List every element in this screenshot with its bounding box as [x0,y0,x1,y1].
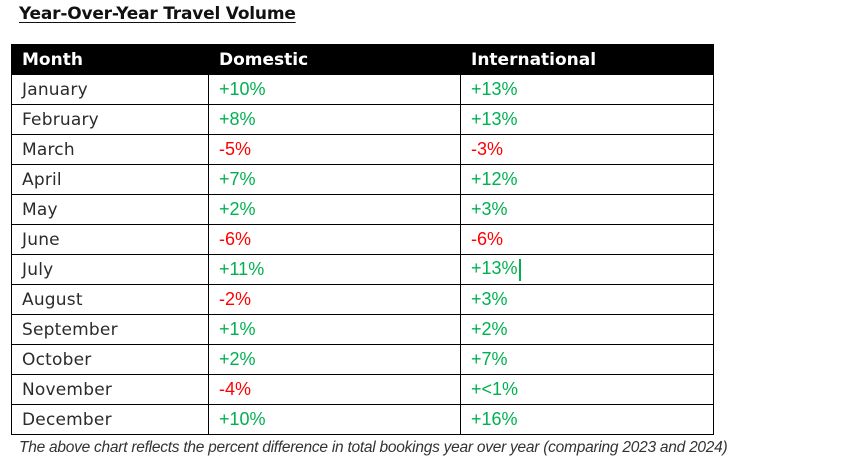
domestic-cell[interactable]: +11% [208,254,461,285]
international-cell[interactable]: +7% [460,344,714,375]
domestic-cell-text: -6% [219,229,252,249]
domestic-cell[interactable]: +8% [208,104,461,135]
domestic-cell-text: +7% [219,169,256,189]
international-cell-text: +3% [471,199,508,219]
table-row: March -5% -3% [11,134,714,165]
domestic-cell-text: +11% [219,259,265,279]
document-title: Year-Over-Year Travel Volume [19,4,296,24]
international-cell[interactable]: +16% [460,404,714,435]
international-cell-text: -3% [471,139,504,159]
table-row: August -2% +3% [11,284,714,315]
domestic-cell-text: +1% [219,319,256,339]
table-row: June -6% -6% [11,224,714,255]
domestic-cell[interactable]: -4% [208,374,461,405]
domestic-cell[interactable]: +10% [208,74,461,105]
table-row: September +1% +2% [11,314,714,345]
domestic-cell-text: -5% [219,139,252,159]
domestic-cell-text: -2% [219,289,252,309]
month-cell-text: May [22,199,58,220]
month-cell-text: July [22,259,54,280]
table-row: January +10% +13% [11,74,714,105]
international-cell-text: +16% [471,409,518,429]
month-cell-text: April [22,169,62,190]
international-cell-text: +12% [471,169,518,189]
table-row: April +7% +12% [11,164,714,195]
month-cell[interactable]: February [11,104,209,135]
month-cell[interactable]: July [11,254,209,285]
international-cell[interactable]: +13% [460,74,714,105]
table-row: November -4% +<1% [11,374,714,405]
table-row: October +2% +7% [11,344,714,375]
month-cell[interactable]: April [11,164,209,195]
month-cell[interactable]: December [11,404,209,435]
month-cell-text: September [22,319,118,340]
international-cell[interactable]: +<1% [460,374,714,405]
month-cell-text: November [22,379,113,400]
month-cell[interactable]: October [11,344,209,375]
international-cell[interactable]: +13% [460,254,714,285]
month-cell[interactable]: September [11,314,209,345]
domestic-cell[interactable]: -6% [208,224,461,255]
international-cell[interactable]: +2% [460,314,714,345]
domestic-cell[interactable]: +7% [208,164,461,195]
international-cell-text: +<1% [471,379,519,399]
month-cell[interactable]: August [11,284,209,315]
month-cell-text: October [22,349,92,370]
international-cell-text: +13% [471,258,518,279]
month-cell[interactable]: March [11,134,209,165]
month-cell-text: December [22,409,112,430]
domestic-cell-text: +2% [219,199,256,219]
international-cell-text: +3% [471,289,508,309]
international-cell[interactable]: +12% [460,164,714,195]
table-caption: The above chart reflects the percent dif… [19,439,728,456]
table-row: February +8% +13% [11,104,714,135]
table-row: December +10% +16% [11,404,714,435]
text-cursor [518,258,521,281]
domestic-cell[interactable]: +10% [208,404,461,435]
month-cell-text: February [22,109,99,130]
domestic-cell-text: +10% [219,409,266,429]
header-domestic[interactable]: Domestic [208,44,461,75]
domestic-cell-text: -4% [219,379,252,399]
international-cell[interactable]: +13% [460,104,714,135]
domestic-cell[interactable]: +2% [208,344,461,375]
month-cell-text: March [22,139,75,160]
international-cell-text: +13% [471,109,518,129]
international-cell-text: -6% [471,229,504,249]
domestic-cell[interactable]: -5% [208,134,461,165]
domestic-cell-text: +10% [219,79,266,99]
month-cell-text: June [22,229,60,250]
table-row: May +2% +3% [11,194,714,225]
travel-volume-table: Month Domestic International January +10%… [11,44,714,435]
month-cell[interactable]: January [11,74,209,105]
domestic-cell[interactable]: +2% [208,194,461,225]
domestic-cell[interactable]: +1% [208,314,461,345]
international-cell-text: +13% [471,79,518,99]
month-cell-text: August [22,289,83,310]
international-cell-text: +7% [471,349,508,369]
month-cell[interactable]: May [11,194,209,225]
international-cell-text: +2% [471,319,508,339]
international-cell[interactable]: -6% [460,224,714,255]
table-header-row: Month Domestic International [11,44,714,75]
month-cell-text: January [22,79,88,100]
table-row: July +11% +13% [11,254,714,285]
header-international[interactable]: International [460,44,714,75]
domestic-cell-text: +2% [219,349,256,369]
international-cell[interactable]: +3% [460,284,714,315]
domestic-cell[interactable]: -2% [208,284,461,315]
international-cell[interactable]: +3% [460,194,714,225]
month-cell[interactable]: June [11,224,209,255]
header-month[interactable]: Month [11,44,209,75]
international-cell[interactable]: -3% [460,134,714,165]
domestic-cell-text: +8% [219,109,256,129]
month-cell[interactable]: November [11,374,209,405]
